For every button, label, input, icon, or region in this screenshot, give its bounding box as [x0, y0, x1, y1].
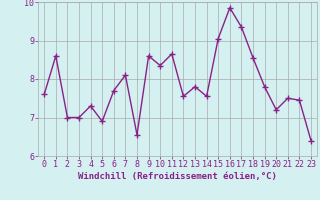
X-axis label: Windchill (Refroidissement éolien,°C): Windchill (Refroidissement éolien,°C) [78, 172, 277, 181]
